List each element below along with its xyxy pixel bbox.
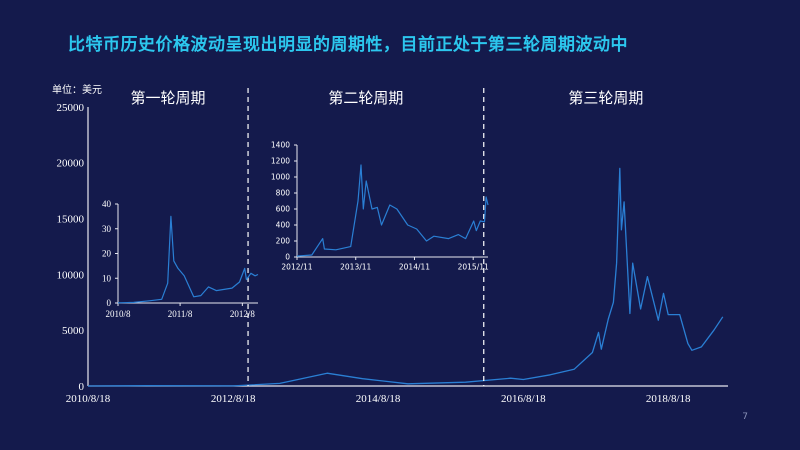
main-y-tick-label: 5000 [62, 325, 85, 337]
main-x-tick-label: 2016/8/18 [501, 393, 546, 405]
inset-cycle2-y-tick-label: 400 [276, 221, 291, 230]
inset-cycle2-x-tick-label: 2014/11 [399, 263, 430, 272]
phase-label-2: 第二轮周期 [328, 89, 403, 107]
inset-cycle2-x-tick-label: 2012/11 [281, 263, 312, 272]
inset-cycle2-price-series-0 [296, 164, 489, 257]
main-x-tick-label: 2012/8/18 [211, 393, 256, 405]
inset-cycle1-x-tick-label: 2012/8 [230, 309, 256, 319]
inset-cycle2-y-tick-label: 200 [276, 237, 291, 246]
main-x-tick-label: 2014/8/18 [356, 393, 401, 405]
inset-cycle2-y-tick-label: 800 [276, 189, 291, 198]
inset-cycle1-y-tick-label: 20 [102, 249, 112, 259]
main-y-tick-label: 0 [79, 381, 85, 393]
inset-cycle2-y-tick-label: 1000 [271, 173, 290, 182]
inset-cycle2-x-tick-label: 2015/11 [458, 263, 489, 272]
phase-label-1: 第一轮周期 [131, 89, 206, 107]
main-x-tick-label: 2018/8/18 [646, 393, 691, 405]
main-y-tick-label: 25000 [57, 102, 85, 114]
inset-cycle2-y-tick-label: 1400 [271, 141, 290, 150]
inset-cycle1-y-tick-label: 30 [102, 224, 112, 234]
slide-title: 比特币历史价格波动呈现出明显的周期性，目前正处于第三轮周期波动中 [68, 35, 628, 55]
unit-label: 单位：美元 [52, 83, 102, 96]
inset-cycle2-y-tick-label: 600 [276, 205, 291, 214]
main-y-tick-label: 15000 [57, 213, 85, 225]
inset-cycle1-x-tick-label: 2010/8 [105, 309, 131, 319]
inset-cycle1-price-series-0 [117, 215, 259, 304]
inset-cycle2-y-tick-label: 1200 [271, 157, 290, 166]
inset-cycle1-x-tick-label: 2011/8 [168, 309, 193, 319]
main-x-tick-label: 2010/8/18 [66, 393, 111, 405]
main-y-tick-label: 20000 [57, 158, 85, 170]
main-price-series-0 [87, 167, 724, 387]
inset-cycle2-y-tick-label: 0 [285, 253, 290, 262]
page-number: 7 [742, 412, 748, 422]
inset-cycle1-y-tick-label: 10 [102, 273, 112, 283]
main-y-tick-label: 10000 [57, 269, 85, 281]
inset-cycle2-x-tick-label: 2013/11 [340, 263, 371, 272]
inset-cycle1-y-tick-label: 40 [102, 199, 112, 209]
inset-cycle1-y-tick-label: 0 [107, 298, 112, 308]
phase-label-3: 第三轮周期 [568, 89, 643, 107]
